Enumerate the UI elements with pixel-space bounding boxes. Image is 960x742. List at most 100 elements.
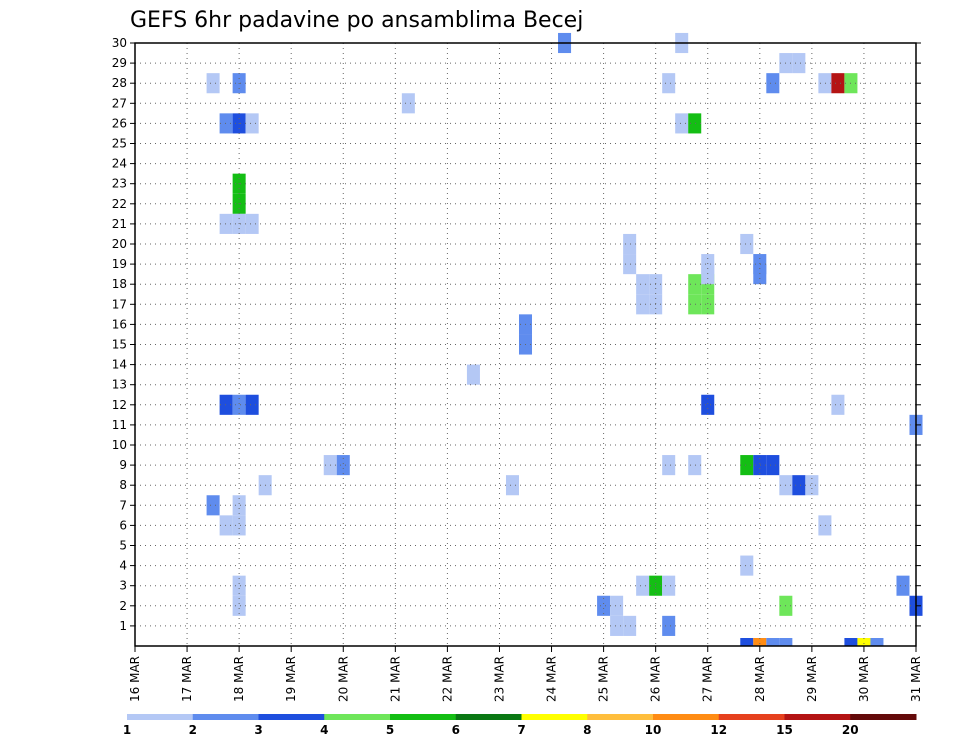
y-tick-label: 30 [112, 36, 127, 50]
heatmap-cell [505, 475, 519, 496]
heatmap-cell [623, 254, 637, 275]
legend-swatch [127, 714, 194, 720]
heatmap-cell [206, 73, 220, 94]
heatmap-cell [792, 53, 806, 74]
y-tick-label: 18 [112, 277, 127, 291]
legend-label: 20 [842, 723, 859, 737]
x-tick-label: 31 MAR [909, 656, 923, 702]
heatmap-cell [401, 93, 415, 114]
y-tick-label: 12 [112, 398, 127, 412]
y-tick-label: 19 [112, 257, 127, 271]
x-tick-label: 23 MAR [492, 656, 506, 702]
x-axis: 16 MAR 17 MAR 18 MAR 19 MAR 20 MAR 21 MAR 22 M… [128, 646, 923, 702]
x-tick-label: 19 MAR [284, 656, 298, 702]
legend-swatch [390, 714, 457, 720]
y-tick-label: 2 [119, 599, 127, 613]
heatmap-cell [662, 575, 676, 596]
heatmap-cell [219, 515, 233, 536]
y-tick-label: 3 [119, 579, 127, 593]
heatmap-cell [232, 495, 246, 516]
legend-swatch [455, 714, 522, 720]
y-tick-label: 24 [112, 157, 127, 171]
heatmap-cell [831, 73, 845, 94]
legend-swatch [718, 714, 785, 720]
heatmap-cell [740, 233, 754, 255]
color-legend: 1 2 3 4 5 6 7 8 10 12 15 20 [123, 714, 917, 737]
heatmap-cell [688, 113, 702, 134]
legend-label: 1 [123, 723, 131, 737]
heatmap-cell [610, 615, 624, 636]
heatmap-cell [232, 394, 246, 415]
x-tick-label: 26 MAR [649, 656, 663, 702]
legend-swatch [653, 714, 720, 720]
heatmap-cell [740, 638, 754, 646]
y-tick-label: 7 [119, 498, 127, 512]
y-tick-label: 8 [119, 478, 127, 492]
heatmap-cell [740, 555, 754, 576]
legend-label: 8 [583, 723, 591, 737]
heatmap-cell [623, 615, 637, 636]
y-tick-label: 1 [119, 619, 127, 633]
x-tick-label: 21 MAR [388, 656, 402, 702]
legend-label: 3 [254, 723, 262, 737]
heatmap-cell [466, 364, 480, 385]
heatmap-cell [675, 113, 689, 134]
heatmap-cell [219, 113, 233, 134]
y-tick-label: 6 [119, 518, 127, 532]
heatmap-cell [636, 575, 650, 596]
heatmap-cell [636, 294, 650, 315]
y-tick-label: 27 [112, 96, 127, 110]
legend-label: 7 [517, 723, 525, 737]
legend-label: 5 [386, 723, 394, 737]
heatmap-cell [701, 394, 715, 415]
legend-swatch [258, 714, 325, 720]
x-tick-label: 17 MAR [180, 656, 194, 702]
y-axis: 1234567891011121314151617181920212223242… [112, 36, 921, 633]
heatmap-cell [232, 595, 246, 616]
heatmap-cell [766, 73, 780, 94]
legend-label: 2 [189, 723, 197, 737]
y-tick-label: 23 [112, 177, 127, 191]
heatmap-cell [792, 475, 806, 496]
heatmap-cell [662, 73, 676, 94]
y-tick-label: 26 [112, 116, 127, 130]
heatmap-cell [753, 264, 767, 285]
heatmap-cell [232, 515, 246, 536]
legend-label: 12 [710, 723, 727, 737]
heatmap-cell [636, 274, 650, 295]
legend-label: 10 [645, 723, 662, 737]
legend-swatch [587, 714, 654, 720]
legend-swatch [192, 714, 259, 720]
heatmap-cell [662, 615, 676, 636]
heatmap-cell [766, 638, 780, 646]
x-tick-label: 22 MAR [440, 656, 454, 702]
x-tick-label: 24 MAR [545, 656, 559, 702]
y-tick-label: 4 [119, 559, 127, 573]
y-tick-label: 16 [112, 317, 127, 331]
heatmap-cell [688, 274, 702, 295]
grid-layer [135, 43, 916, 646]
y-tick-label: 5 [119, 539, 127, 553]
legend-label: 6 [452, 723, 460, 737]
legend-label: 15 [776, 723, 793, 737]
heatmap-cell [688, 455, 702, 476]
legend-swatch [850, 714, 917, 720]
heatmap-cell [818, 73, 832, 94]
x-tick-label: 25 MAR [597, 656, 611, 702]
y-tick-label: 20 [112, 237, 127, 251]
heatmap-cell [219, 394, 233, 415]
heatmap-cell [245, 113, 259, 134]
y-tick-label: 15 [112, 338, 127, 352]
heatmap-cell [818, 515, 832, 536]
heatmap-cell [831, 394, 845, 415]
heatmap-cell [896, 575, 910, 596]
y-tick-label: 10 [112, 438, 127, 452]
heatmap-cell [245, 213, 259, 234]
y-tick-label: 21 [112, 217, 127, 231]
x-tick-label: 28 MAR [753, 656, 767, 702]
y-tick-label: 14 [112, 358, 127, 372]
heatmap-cell [206, 495, 220, 516]
heatmap-cell [336, 455, 350, 476]
heatmap-cell [805, 475, 819, 496]
heatmap-cell [623, 233, 637, 255]
